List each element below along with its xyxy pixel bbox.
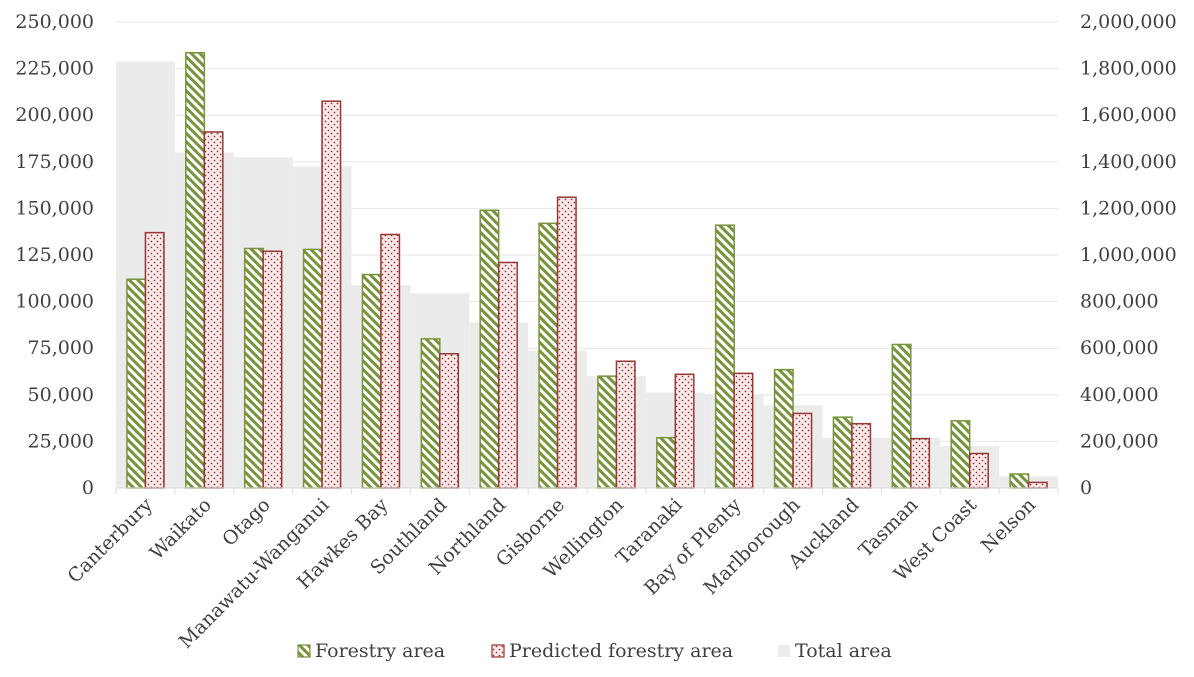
forestry-bars — [126, 52, 1048, 489]
bar-predicted-forestry-area-manawatu-wanganui — [321, 100, 342, 489]
right-tick-label: 800,000 — [1080, 291, 1159, 313]
bar-predicted-forestry-area-marlborough — [792, 412, 813, 489]
bar-forestry-area-manawatu-wanganui — [302, 248, 323, 489]
right-tick-label: 400,000 — [1080, 384, 1159, 406]
category-label-waikato: Waikato — [146, 494, 216, 564]
left-tick-label: 200,000 — [15, 104, 94, 126]
bar-predicted-forestry-area-hawkes-bay — [380, 233, 401, 489]
bar-predicted-forestry-area-nelson — [1027, 481, 1048, 489]
right-tick-label: 1,200,000 — [1080, 197, 1177, 219]
right-tick-label: 1,800,000 — [1080, 58, 1177, 80]
right-tick-label: 2,000,000 — [1080, 11, 1177, 33]
left-tick-label: 125,000 — [15, 244, 94, 266]
axes — [115, 487, 1059, 494]
bar-predicted-forestry-area-tasman — [910, 437, 931, 489]
bar-forestry-area-west-coast — [950, 420, 971, 489]
right-tick-label: 1,400,000 — [1080, 151, 1177, 173]
legend-swatch-predicted-forestry-area — [491, 644, 505, 658]
bar-predicted-forestry-area-otago — [262, 250, 283, 489]
bar-forestry-area-marlborough — [773, 368, 794, 489]
right-tick-label: 1,600,000 — [1080, 104, 1177, 126]
bar-predicted-forestry-area-west-coast — [968, 452, 989, 489]
category-label-otago: Otago — [218, 494, 275, 551]
legend: Forestry area Predicted forestry area Tota… — [297, 640, 892, 662]
bar-forestry-area-nelson — [1009, 473, 1030, 489]
bar-predicted-forestry-area-bay-of-plenty — [733, 372, 754, 489]
left-tick-label: 150,000 — [15, 197, 94, 219]
legend-label-predicted-forestry-area: Predicted forestry area — [509, 640, 733, 662]
bar-forestry-area-canterbury — [126, 278, 147, 489]
bar-forestry-area-wellington — [597, 375, 618, 489]
right-tick-label: 600,000 — [1080, 337, 1159, 359]
bar-predicted-forestry-area-wellington — [615, 360, 636, 489]
right-tick-label: 200,000 — [1080, 430, 1159, 452]
legend-swatch-total-area — [778, 645, 790, 657]
bar-forestry-area-otago — [243, 247, 264, 489]
bar-predicted-forestry-area-waikato — [203, 131, 224, 489]
left-tick-label: 250,000 — [15, 11, 94, 33]
bar-predicted-forestry-area-southland — [439, 353, 460, 489]
left-tick-label: 225,000 — [15, 58, 94, 80]
left-tick-label: 25,000 — [28, 430, 94, 452]
left-tick-label: 50,000 — [28, 384, 94, 406]
category-label-canterbury: Canterbury — [63, 494, 157, 588]
left-tick-label: 100,000 — [15, 291, 94, 313]
bar-forestry-area-tasman — [891, 343, 912, 489]
bar-predicted-forestry-area-canterbury — [144, 231, 165, 489]
legend-label-total-area: Total area — [795, 640, 892, 662]
bar-predicted-forestry-area-gisborne — [556, 196, 577, 489]
right-tick-label: 0 — [1080, 477, 1092, 499]
bar-forestry-area-auckland — [832, 416, 853, 489]
bar-predicted-forestry-area-northland — [497, 261, 518, 489]
bar-predicted-forestry-area-auckland — [851, 422, 872, 489]
left-tick-label: 75,000 — [28, 337, 94, 359]
bar-forestry-area-southland — [420, 338, 441, 489]
bar-forestry-area-waikato — [185, 52, 206, 489]
category-label-nelson: Nelson — [977, 494, 1040, 557]
bar-forestry-area-bay-of-plenty — [714, 224, 735, 489]
bar-forestry-area-northland — [479, 209, 500, 489]
right-axis-ticks: 0 200,000 400,000 600,000 800,000 1,000,000 1,… — [1080, 11, 1177, 499]
bar-predicted-forestry-area-taranaki — [674, 373, 695, 489]
legend-label-forestry-area: Forestry area — [315, 640, 445, 662]
legend-swatch-forestry-area — [297, 644, 311, 658]
bar-forestry-area-gisborne — [538, 222, 559, 489]
bar-forestry-area-taranaki — [656, 436, 677, 489]
left-axis-ticks: 0 25,000 50,000 75,000 100,000 125,000 150,000… — [15, 11, 94, 499]
bar-forestry-area-hawkes-bay — [361, 273, 382, 489]
left-tick-label: 175,000 — [15, 151, 94, 173]
right-tick-label: 1,000,000 — [1080, 244, 1177, 266]
left-tick-label: 0 — [82, 477, 94, 499]
